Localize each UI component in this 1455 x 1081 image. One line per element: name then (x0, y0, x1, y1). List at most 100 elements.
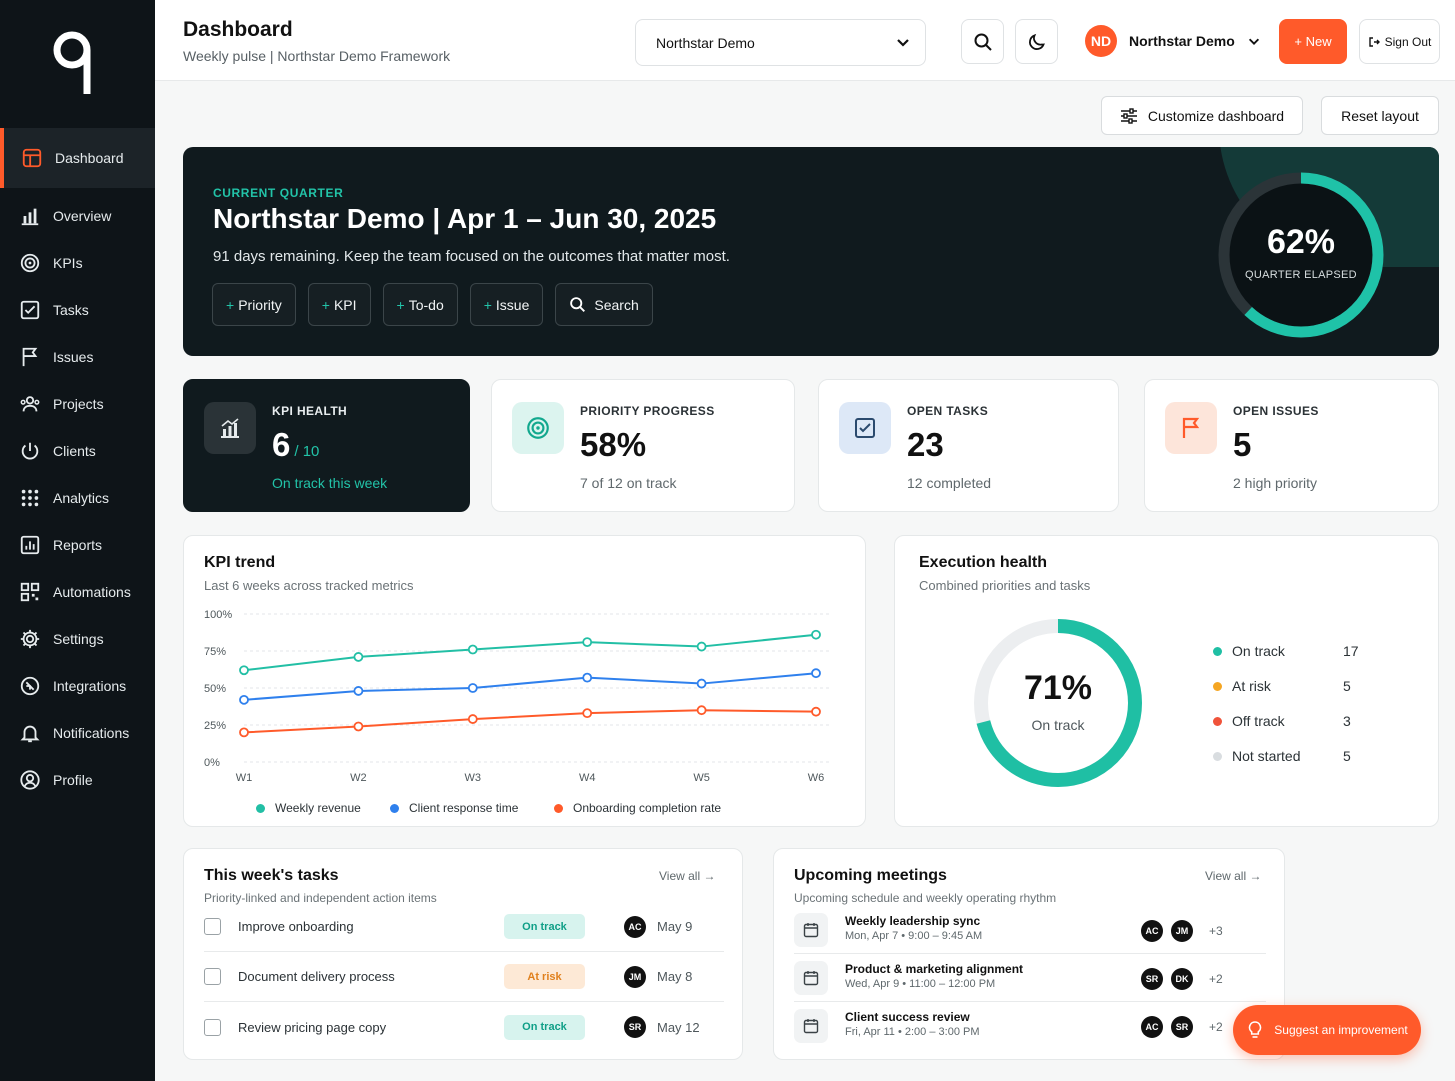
sidebar-item-analytics[interactable]: Analytics (0, 474, 155, 521)
sidebar-item-reports[interactable]: Reports (0, 521, 155, 568)
plus-icon: + (396, 296, 405, 313)
qr-icon (18, 580, 42, 604)
open-issues-card[interactable]: OPEN ISSUES 5 2 high priority (1144, 379, 1439, 512)
add-todo-button[interactable]: + To-do (382, 283, 458, 326)
x-tick-label: W3 (465, 772, 482, 784)
data-point (811, 629, 821, 640)
sidebar-item-integrations[interactable]: Integrations (0, 662, 155, 709)
stat-value: 23 (907, 426, 944, 463)
upcoming-meetings-panel: Upcoming meetings Upcoming schedule and … (773, 848, 1285, 1060)
add-priority-button[interactable]: + Priority (212, 283, 296, 326)
list-item[interactable]: Weekly leadership sync Mon, Apr 7 • 9:00… (794, 907, 1266, 954)
page-subtitle: Weekly pulse | Northstar Demo Framework (183, 48, 451, 64)
avatar: JM (624, 965, 646, 988)
sidebar-item-automations[interactable]: Automations (0, 568, 155, 615)
meeting-time: Mon, Apr 7 • 9:00 – 9:45 AM (845, 930, 983, 942)
sidebar-item-label: Dashboard (55, 150, 124, 166)
data-point (353, 686, 364, 696)
table-row[interactable]: Review pricing page copy On track SR May… (204, 1002, 724, 1052)
plus-icon: + (483, 296, 492, 313)
y-tick-label: 0% (204, 757, 220, 769)
theme-toggle-button[interactable] (1015, 19, 1058, 64)
stat-label: OPEN TASKS (907, 404, 989, 418)
y-tick-label: 25% (204, 720, 226, 732)
legend-label: Client response time (409, 801, 519, 815)
series-line (243, 672, 817, 701)
sidebar-nav: Dashboard Overview KPIs Tasks Issues Pro… (0, 128, 155, 803)
customize-dashboard-label: Customize dashboard (1147, 107, 1285, 124)
data-point (353, 721, 364, 732)
dashboard-icon (20, 146, 44, 170)
meeting-time: Fri, Apr 11 • 2:00 – 3:00 PM (845, 1026, 980, 1038)
kpi-health-card[interactable]: KPI HEALTH 6/ 10 On track this week (183, 379, 470, 512)
list-item[interactable]: Product & marketing alignment Wed, Apr 9… (794, 955, 1266, 1002)
open-tasks-card[interactable]: OPEN TASKS 23 12 completed (818, 379, 1119, 512)
legend-item: Onboarding completion rate (554, 801, 721, 815)
stat-footnote: 12 completed (907, 475, 992, 491)
checkbox-icon (18, 298, 42, 322)
sidebar-item-notifications[interactable]: Notifications (0, 709, 155, 756)
legend-dot (554, 803, 563, 813)
hero-search-button[interactable]: Search (555, 283, 653, 326)
hero-description: 91 days remaining. Keep the team focused… (213, 248, 730, 265)
reset-layout-button[interactable]: Reset layout (1321, 96, 1439, 135)
sidebar-item-overview[interactable]: Overview (0, 192, 155, 239)
x-tick-label: W5 (693, 772, 710, 784)
sidebar-item-profile[interactable]: Profile (0, 756, 155, 803)
hero-action-label: Issue (495, 296, 530, 313)
chevron-down-icon (897, 39, 909, 47)
meeting-title: Client success review (845, 1010, 970, 1024)
sidebar-item-kpis[interactable]: KPIs (0, 239, 155, 286)
customize-dashboard-button[interactable]: Customize dashboard (1101, 96, 1303, 135)
workspace-select[interactable]: Northstar Demo (635, 19, 926, 66)
list-item[interactable]: Client success review Fri, Apr 11 • 2:00… (794, 1003, 1266, 1050)
panel-subtitle: Last 6 weeks across tracked metrics (204, 578, 414, 593)
panel-title: Execution health (919, 554, 1048, 571)
search-button[interactable] (961, 19, 1004, 64)
meeting-time: Wed, Apr 9 • 11:00 – 12:00 PM (845, 978, 996, 990)
task-checkbox[interactable] (204, 968, 221, 985)
bar-chart-icon (18, 204, 42, 228)
table-row[interactable]: Document delivery process At risk JM May… (204, 952, 724, 1002)
tasks-view-all-link[interactable]: View all → (659, 869, 716, 883)
sidebar-item-projects[interactable]: Projects (0, 380, 155, 427)
hero-action-label: To-do (408, 296, 444, 313)
lightbulb-icon (1249, 1021, 1262, 1038)
sidebar-item-label: Projects (53, 395, 104, 412)
priority-progress-card[interactable]: PRIORITY PROGRESS 58% 7 of 12 on track (491, 379, 795, 512)
meetings-view-all-link[interactable]: View all → (1205, 869, 1262, 883)
task-checkbox[interactable] (204, 1018, 221, 1036)
top-header: Dashboard Weekly pulse | Northstar Demo … (155, 0, 1455, 81)
legend-dot (1213, 751, 1222, 761)
legend-dot (1213, 716, 1222, 726)
avatar: DK (1171, 968, 1193, 990)
table-row[interactable]: Improve onboarding On track AC May 9 (204, 902, 724, 952)
sidebar-item-issues[interactable]: Issues (0, 333, 155, 380)
task-checkbox[interactable] (204, 918, 221, 935)
app-logo[interactable] (52, 30, 100, 96)
legend-not-started: Not started 5 (1213, 748, 1373, 764)
sidebar-item-clients[interactable]: Clients (0, 427, 155, 474)
sidebar-item-dashboard[interactable]: Dashboard (0, 128, 155, 188)
y-tick-label: 75% (204, 646, 226, 658)
legend-label: Off track (1232, 713, 1285, 729)
weekly-tasks-panel: This week's tasks Priority-linked and in… (183, 848, 743, 1060)
quarter-hero: CURRENT QUARTER Northstar Demo | Apr 1 –… (183, 147, 1439, 356)
sign-out-button[interactable]: Sign Out (1359, 19, 1440, 64)
search-icon (974, 33, 992, 51)
sidebar-item-settings[interactable]: Settings (0, 615, 155, 662)
sidebar-item-label: Notifications (53, 724, 130, 741)
sidebar-item-tasks[interactable]: Tasks (0, 286, 155, 333)
new-button[interactable]: + New (1279, 19, 1347, 64)
chevron-down-icon (1248, 38, 1259, 45)
suggest-improvement-button[interactable]: Suggest an improvement (1233, 1005, 1421, 1055)
user-menu[interactable]: ND Northstar Demo (1085, 24, 1261, 58)
avatar: AC (1141, 920, 1163, 942)
legend-count: 3 (1343, 713, 1351, 729)
add-kpi-button[interactable]: + KPI (307, 283, 371, 326)
add-issue-button[interactable]: + Issue (469, 283, 544, 326)
legend-item: Client response time (390, 801, 518, 815)
status-badge: On track (504, 914, 585, 939)
kpi-trend-chart: 0% 25% 50% 75% 100% W1 W2 W3 W4 W5 W6 (204, 609, 829, 784)
plus-icon: + (321, 296, 330, 313)
